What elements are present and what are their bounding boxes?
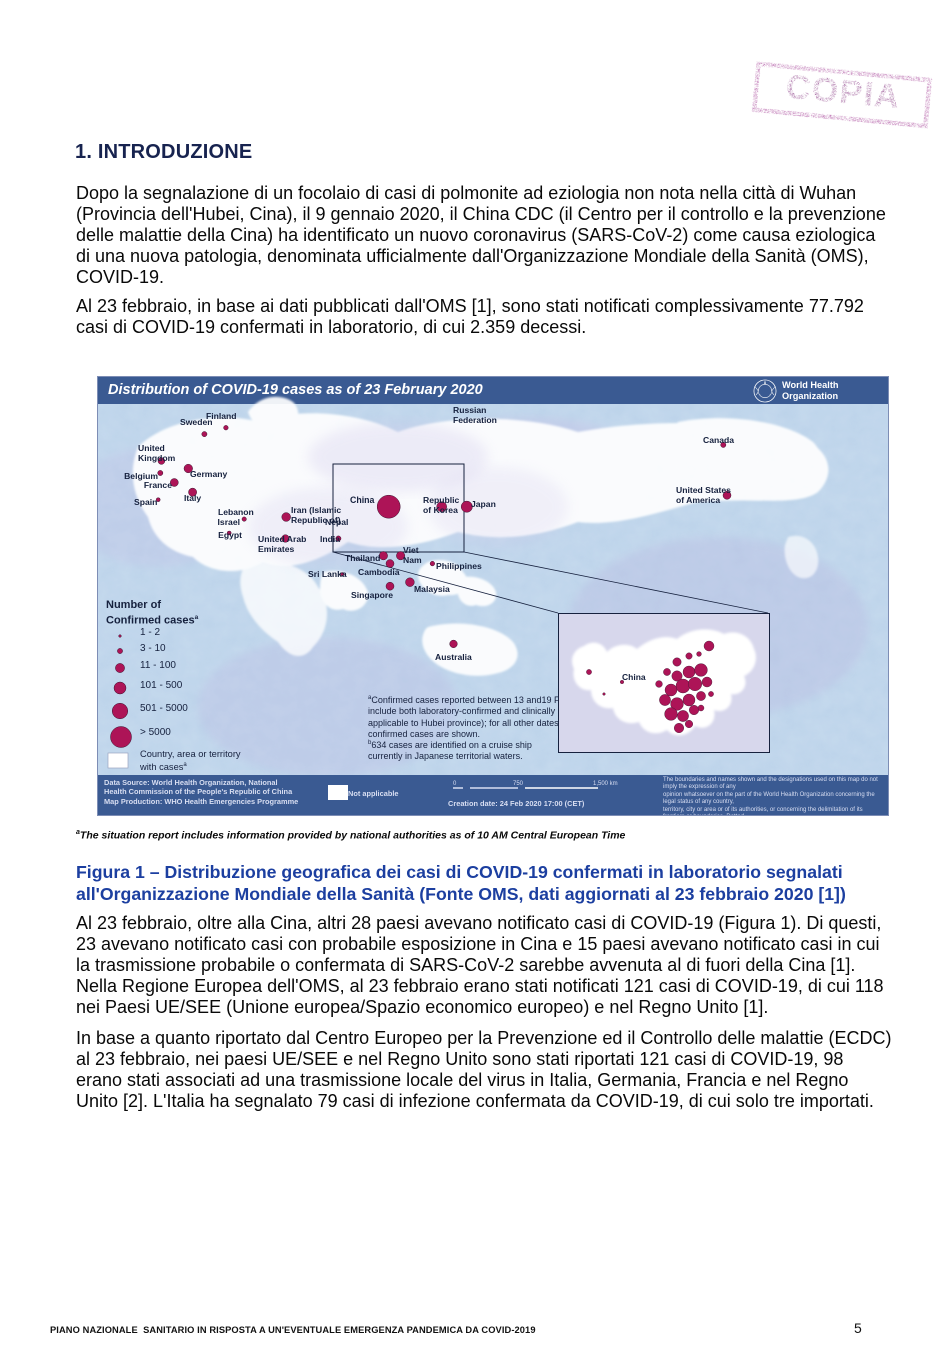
svg-text:750: 750 xyxy=(513,781,524,787)
svg-text:China: China xyxy=(622,672,646,682)
svg-text:1,500 km: 1,500 km xyxy=(593,781,618,787)
svg-text:0: 0 xyxy=(453,781,457,787)
